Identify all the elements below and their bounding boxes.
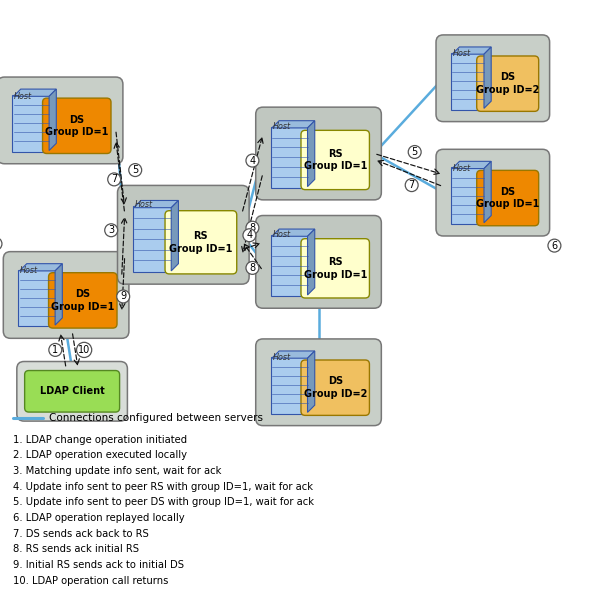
Text: 1: 1 <box>52 345 58 355</box>
Text: Host: Host <box>273 122 291 131</box>
Text: Connections configured between servers: Connections configured between servers <box>49 414 263 423</box>
FancyBboxPatch shape <box>256 107 381 200</box>
Text: DS
Group ID=1: DS Group ID=1 <box>45 114 108 137</box>
FancyBboxPatch shape <box>17 361 127 421</box>
Text: 6. LDAP operation replayed locally: 6. LDAP operation replayed locally <box>13 513 185 523</box>
Polygon shape <box>14 89 56 96</box>
FancyBboxPatch shape <box>301 360 370 415</box>
Text: 4: 4 <box>246 230 252 240</box>
FancyBboxPatch shape <box>132 206 172 272</box>
FancyBboxPatch shape <box>451 167 485 224</box>
Polygon shape <box>171 200 178 271</box>
Text: 6: 6 <box>551 241 558 250</box>
Text: 10. LDAP operation call returns: 10. LDAP operation call returns <box>13 576 169 586</box>
FancyBboxPatch shape <box>49 273 117 328</box>
Polygon shape <box>272 229 315 237</box>
FancyBboxPatch shape <box>301 239 370 298</box>
FancyBboxPatch shape <box>436 35 549 122</box>
Text: DS
Group ID=2: DS Group ID=2 <box>476 72 539 95</box>
Text: RS
Group ID=1: RS Group ID=1 <box>169 231 233 253</box>
Text: LDAP Client: LDAP Client <box>40 386 105 396</box>
Text: Host: Host <box>273 353 291 362</box>
Text: 5. Update info sent to peer DS with group ID=1, wait for ack: 5. Update info sent to peer DS with grou… <box>13 497 314 507</box>
Text: 9. Initial RS sends ack to initial DS: 9. Initial RS sends ack to initial DS <box>13 560 185 570</box>
Text: 8: 8 <box>249 263 255 273</box>
Text: 7: 7 <box>111 175 117 184</box>
FancyBboxPatch shape <box>256 339 381 426</box>
FancyBboxPatch shape <box>270 235 309 296</box>
Polygon shape <box>452 161 491 169</box>
Text: 1. LDAP change operation initiated: 1. LDAP change operation initiated <box>13 435 188 445</box>
Polygon shape <box>484 47 491 108</box>
FancyBboxPatch shape <box>117 185 249 284</box>
Text: DS
Group ID=2: DS Group ID=2 <box>304 376 367 399</box>
FancyBboxPatch shape <box>0 77 123 164</box>
Text: 7. DS sends ack back to RS: 7. DS sends ack back to RS <box>13 529 149 539</box>
Text: Host: Host <box>20 266 38 275</box>
Text: 5: 5 <box>412 147 418 157</box>
Text: DS
Group ID=1: DS Group ID=1 <box>476 187 539 209</box>
Text: RS
Group ID=1: RS Group ID=1 <box>304 149 367 171</box>
Polygon shape <box>452 47 491 54</box>
FancyBboxPatch shape <box>301 131 370 190</box>
Text: Host: Host <box>14 92 32 101</box>
Polygon shape <box>20 264 63 271</box>
Text: 2. LDAP operation executed locally: 2. LDAP operation executed locally <box>13 450 188 461</box>
Polygon shape <box>272 351 315 358</box>
Text: 3: 3 <box>108 225 114 235</box>
Text: 4. Update info sent to peer RS with group ID=1, wait for ack: 4. Update info sent to peer RS with grou… <box>13 482 313 492</box>
Text: 8: 8 <box>249 223 255 233</box>
FancyBboxPatch shape <box>25 370 120 412</box>
FancyBboxPatch shape <box>436 149 549 236</box>
Text: 10: 10 <box>78 345 90 355</box>
Polygon shape <box>49 89 56 150</box>
Text: Host: Host <box>453 49 471 58</box>
Text: 3. Matching update info sent, wait for ack: 3. Matching update info sent, wait for a… <box>13 466 222 476</box>
Polygon shape <box>484 161 491 223</box>
Polygon shape <box>308 229 315 295</box>
FancyBboxPatch shape <box>451 53 485 110</box>
Text: 9: 9 <box>120 291 126 302</box>
Polygon shape <box>272 120 315 128</box>
Text: 4: 4 <box>249 155 255 166</box>
Text: 8. RS sends ack initial RS: 8. RS sends ack initial RS <box>13 544 139 554</box>
Text: 5: 5 <box>132 165 138 175</box>
Polygon shape <box>308 120 315 187</box>
FancyBboxPatch shape <box>477 170 538 226</box>
FancyBboxPatch shape <box>13 95 50 152</box>
Polygon shape <box>133 200 178 208</box>
Text: 7: 7 <box>409 180 415 190</box>
FancyBboxPatch shape <box>270 357 309 414</box>
FancyBboxPatch shape <box>477 56 538 111</box>
FancyBboxPatch shape <box>270 127 309 188</box>
FancyBboxPatch shape <box>19 270 56 326</box>
FancyBboxPatch shape <box>165 211 237 274</box>
Text: DS
Group ID=1: DS Group ID=1 <box>51 289 114 312</box>
FancyBboxPatch shape <box>256 216 381 308</box>
Polygon shape <box>55 264 63 325</box>
Text: Host: Host <box>453 164 471 173</box>
Text: Host: Host <box>273 230 291 239</box>
FancyBboxPatch shape <box>43 98 111 154</box>
FancyBboxPatch shape <box>4 252 129 338</box>
Text: Host: Host <box>135 200 153 209</box>
Text: RS
Group ID=1: RS Group ID=1 <box>304 257 367 279</box>
Polygon shape <box>308 351 315 412</box>
